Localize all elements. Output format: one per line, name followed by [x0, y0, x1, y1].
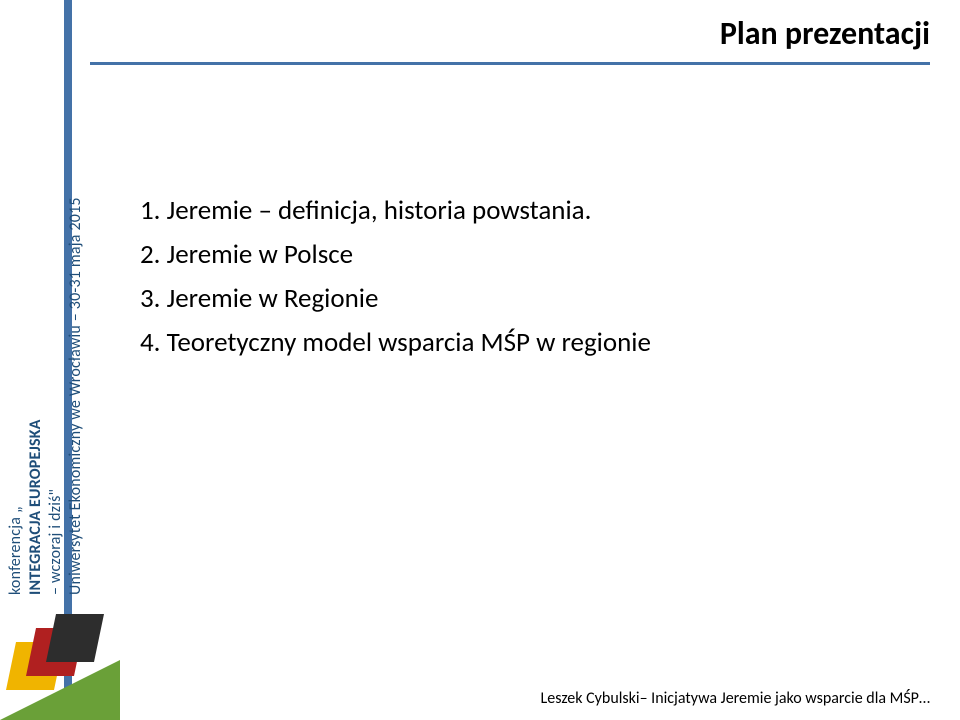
- header-divider: [90, 62, 930, 65]
- sidebar-line1-emph: INTEGRACJA EUROPEJSKA: [26, 197, 46, 595]
- page-title: Plan prezentacji: [720, 14, 930, 53]
- body-content: 1. Jeremie – definicja, historia powstan…: [140, 190, 900, 365]
- logo-icon: [0, 610, 120, 720]
- list-item: 4. Teoretyczny model wsparcia MŚP w regi…: [140, 322, 900, 364]
- logo: [0, 610, 120, 720]
- list-item: 3. Jeremie w Regionie: [140, 278, 900, 320]
- slide: konferencja „INTEGRACJA EUROPEJSKA – wcz…: [0, 0, 960, 720]
- list-item: 2. Jeremie w Polsce: [140, 234, 900, 276]
- sidebar-line1-suffix: – wczoraj i dziś": [46, 197, 66, 595]
- sidebar-line1-prefix: konferencja „: [6, 197, 26, 595]
- footer-text: Leszek Cybulski– Inicjatywa Jeremie jako…: [541, 689, 930, 708]
- sidebar-text: konferencja „INTEGRACJA EUROPEJSKA – wcz…: [6, 197, 86, 595]
- sidebar-line2: Uniwersytet Ekonomiczny we Wrocławiu – 3…: [66, 197, 86, 595]
- list-item: 1. Jeremie – definicja, historia powstan…: [140, 190, 900, 232]
